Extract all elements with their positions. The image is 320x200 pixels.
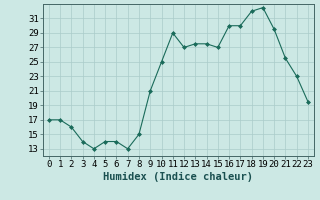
X-axis label: Humidex (Indice chaleur): Humidex (Indice chaleur) xyxy=(103,172,253,182)
